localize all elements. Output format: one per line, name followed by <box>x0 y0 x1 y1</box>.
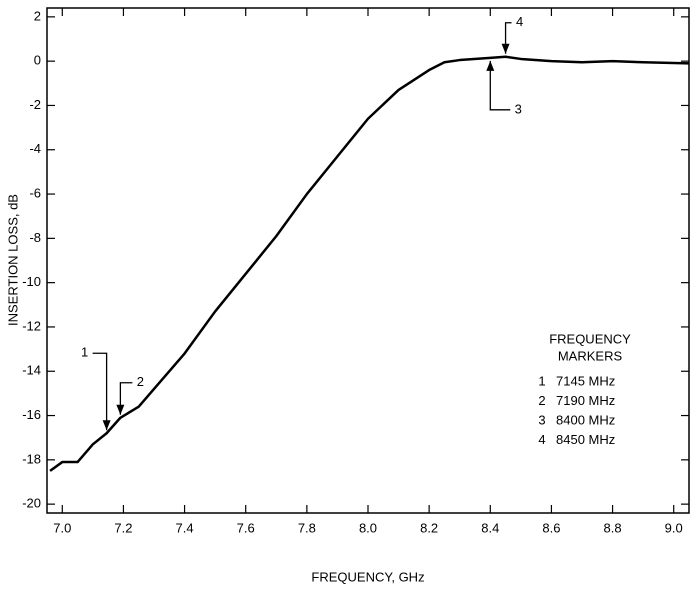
y-tick-label: 2 <box>34 8 41 23</box>
legend-text: 8450 MHz <box>556 432 615 447</box>
x-tick-label: 8.0 <box>359 520 377 535</box>
y-tick-label: -20 <box>22 496 41 511</box>
y-tick-label: -10 <box>22 274 41 289</box>
marker-label: 4 <box>516 14 523 29</box>
marker-arrowhead <box>116 404 125 415</box>
x-tick-label: 8.6 <box>542 520 560 535</box>
legend-title: FREQUENCY <box>549 331 631 346</box>
x-tick-label: 9.0 <box>665 520 683 535</box>
x-tick-label: 8.2 <box>420 520 438 535</box>
legend-text: 7145 MHz <box>556 373 615 388</box>
marker-label: 3 <box>515 101 522 116</box>
marker-label: 2 <box>137 374 144 389</box>
legend-text: 8400 MHz <box>556 412 615 427</box>
x-tick-label: 8.8 <box>604 520 622 535</box>
legend-text: 7190 MHz <box>556 393 615 408</box>
marker-arrow-line <box>489 60 511 111</box>
y-tick-label: -2 <box>29 97 41 112</box>
y-tick-label: -4 <box>29 141 41 156</box>
y-tick-label: -12 <box>22 318 41 333</box>
legend-number: 4 <box>538 432 545 447</box>
y-axis-label: INSERTION LOSS, dB <box>5 194 20 326</box>
legend-title: MARKERS <box>558 348 623 363</box>
marker-arrow-line <box>92 352 108 431</box>
x-tick-label: 7.4 <box>176 520 194 535</box>
legend-number: 1 <box>538 373 545 388</box>
x-tick-label: 7.8 <box>298 520 316 535</box>
y-tick-label: -16 <box>22 407 41 422</box>
x-tick-label: 7.2 <box>114 520 132 535</box>
curve <box>49 55 690 472</box>
x-tick-label: 8.4 <box>481 520 499 535</box>
y-tick-label: -18 <box>22 451 41 466</box>
legend-number: 2 <box>538 393 545 408</box>
y-tick-label: -6 <box>29 185 41 200</box>
y-tick-label: -8 <box>29 230 41 245</box>
legend-number: 3 <box>538 412 545 427</box>
y-tick-label: -14 <box>22 363 41 378</box>
marker-label: 1 <box>81 345 88 360</box>
marker-arrowhead <box>486 60 495 71</box>
marker-arrow-line <box>119 382 133 415</box>
x-tick-label: 7.6 <box>237 520 255 535</box>
y-tick-label: 0 <box>34 53 41 68</box>
x-tick-label: 7.0 <box>53 520 71 535</box>
x-axis-label: FREQUENCY, GHz <box>311 569 424 584</box>
marker-arrowhead <box>501 43 510 54</box>
marker-arrow-line <box>504 22 512 54</box>
marker-arrowhead <box>102 420 111 431</box>
